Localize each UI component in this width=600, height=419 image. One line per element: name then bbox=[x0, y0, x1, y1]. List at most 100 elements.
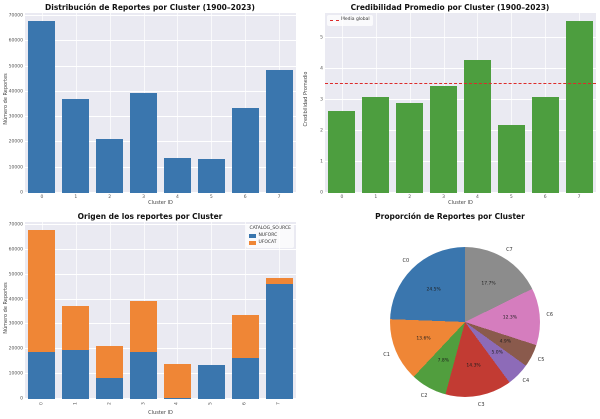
y-tick-label: 0 bbox=[20, 396, 23, 402]
x-tick-label: 0 bbox=[40, 195, 44, 200]
gridline bbox=[325, 160, 596, 162]
y-tick-label: 20000 bbox=[8, 139, 23, 145]
bar-segment-ufocat-cluster-7 bbox=[265, 277, 293, 285]
bar-cluster-4 bbox=[163, 157, 191, 193]
pie-percent-label: 13.6% bbox=[416, 336, 431, 342]
gridline-vertical bbox=[211, 13, 213, 193]
legend: CATALOG_SOURCE NUFORC UFOCAT bbox=[246, 224, 294, 249]
subplot-origen-reportes: Origen de los reportes por Cluster Númer… bbox=[0, 209, 300, 419]
bar-cluster-4 bbox=[463, 59, 491, 193]
pie-slice-label: C4 bbox=[522, 378, 530, 385]
ufocat-swatch bbox=[249, 240, 257, 245]
pie-chart: C0 24.5% C1 13.6% C2 7.8% C3 14.3% C4 5.0% C5 4.9% C… bbox=[300, 209, 600, 419]
y-tick-label: 30000 bbox=[8, 321, 23, 327]
y-axis-label: Credibilidad Promedio bbox=[303, 71, 309, 127]
gridline bbox=[25, 192, 296, 193]
pie-slice-label: C5 bbox=[537, 356, 545, 363]
legend-label: NUFORC bbox=[258, 232, 278, 238]
chart-title: Proporción de Reportes por Cluster bbox=[375, 212, 525, 221]
y-tick-label: 40000 bbox=[8, 297, 23, 303]
y-tick-label: 1 bbox=[320, 159, 323, 165]
nuforc-swatch bbox=[249, 234, 257, 239]
x-tick-label: 7 bbox=[276, 402, 282, 405]
gridline bbox=[25, 248, 296, 250]
gridline-vertical bbox=[245, 13, 247, 193]
gridline bbox=[325, 36, 596, 38]
bar-cluster-0 bbox=[28, 21, 56, 193]
pie-percent-label: 24.5% bbox=[426, 287, 441, 293]
legend: Media global bbox=[327, 15, 373, 26]
x-tick-label: 1 bbox=[73, 402, 79, 405]
gridline bbox=[25, 65, 296, 67]
x-tick-label: 0 bbox=[340, 195, 344, 200]
x-tick-label: 7 bbox=[577, 195, 581, 200]
y-tick-label: 5 bbox=[320, 35, 323, 41]
pie-percent-label: 5.0% bbox=[491, 350, 503, 356]
bar-segment-ufocat-cluster-3 bbox=[130, 301, 158, 353]
bar-segment-ufocat-cluster-4 bbox=[163, 364, 191, 399]
bar-cluster-3 bbox=[430, 85, 458, 193]
x-axis-label: Cluster ID bbox=[148, 410, 173, 416]
bar-segment-nuforc-cluster-5 bbox=[197, 365, 225, 399]
x-tick-label: 5 bbox=[509, 195, 513, 200]
y-tick-label: 10000 bbox=[8, 165, 23, 171]
bar-segment-nuforc-cluster-4 bbox=[163, 398, 191, 399]
legend-label: Media global bbox=[341, 17, 370, 22]
x-tick-label: 7 bbox=[277, 195, 281, 200]
x-tick-label: 3 bbox=[142, 195, 145, 200]
x-tick-label: 1 bbox=[74, 195, 78, 200]
y-tick-label: 40000 bbox=[8, 89, 23, 95]
pie-percent-label: 17.7% bbox=[481, 281, 496, 287]
y-tick-label: 50000 bbox=[8, 64, 23, 70]
y-tick-label: 20000 bbox=[8, 346, 23, 352]
chart-title: Origen de los reportes por Cluster bbox=[77, 212, 223, 221]
y-tick-label: 50000 bbox=[8, 272, 23, 278]
pie-percent-label: 14.3% bbox=[466, 363, 481, 369]
gridline bbox=[25, 166, 296, 168]
y-tick-label: 3 bbox=[320, 97, 323, 103]
x-axis-label: Cluster ID bbox=[148, 200, 173, 206]
bar-segment-nuforc-cluster-7 bbox=[265, 284, 293, 399]
pie-slice-label: C3 bbox=[477, 402, 485, 409]
x-tick-label: 5 bbox=[208, 402, 214, 405]
bar-cluster-0 bbox=[328, 110, 356, 193]
legend-label: UFOCAT bbox=[258, 239, 277, 245]
bar-cluster-7 bbox=[565, 20, 593, 193]
bar-segment-ufocat-cluster-0 bbox=[28, 229, 56, 352]
y-tick-label: 60000 bbox=[8, 247, 23, 253]
y-axis-label: Número de Reportes bbox=[3, 73, 9, 125]
x-tick-label: 6 bbox=[242, 402, 248, 405]
gridline bbox=[25, 116, 296, 118]
gridline-vertical bbox=[511, 13, 513, 193]
bar-segment-nuforc-cluster-3 bbox=[130, 352, 158, 399]
pie-percent-label: 12.3% bbox=[502, 315, 518, 321]
gridline bbox=[25, 298, 296, 300]
gridline-vertical bbox=[211, 222, 213, 399]
chart-title: Distribución de Reportes por Cluster (19… bbox=[45, 3, 255, 12]
gridline bbox=[25, 273, 296, 275]
x-axis-label: Cluster ID bbox=[448, 200, 473, 206]
x-tick-label: 3 bbox=[141, 402, 147, 405]
bar-segment-nuforc-cluster-0 bbox=[28, 351, 56, 399]
pie-percent-label: 7.8% bbox=[437, 358, 450, 364]
gridline bbox=[325, 129, 596, 131]
bar-cluster-6 bbox=[531, 96, 559, 193]
x-tick-label: 2 bbox=[108, 195, 112, 200]
gridline bbox=[25, 323, 296, 325]
bar-cluster-5 bbox=[197, 158, 225, 193]
gridline-vertical bbox=[109, 13, 111, 193]
gridline bbox=[25, 223, 296, 225]
bar-segment-nuforc-cluster-1 bbox=[62, 349, 90, 399]
x-tick-label: 2 bbox=[408, 195, 412, 200]
plot-area: Media global 0 1 2 3 4 5 0 1 2 3 4 5 6 7 bbox=[320, 13, 596, 200]
gridline bbox=[325, 192, 596, 193]
bar-cluster-1 bbox=[62, 98, 90, 193]
gridline-vertical bbox=[177, 13, 179, 193]
bar-segment-ufocat-cluster-1 bbox=[62, 306, 90, 350]
gridline bbox=[325, 98, 596, 100]
dashed-line-sample bbox=[330, 19, 339, 21]
bar-segment-nuforc-cluster-2 bbox=[96, 377, 124, 399]
y-tick-label: 2 bbox=[320, 128, 323, 134]
gridline-vertical bbox=[245, 222, 247, 399]
